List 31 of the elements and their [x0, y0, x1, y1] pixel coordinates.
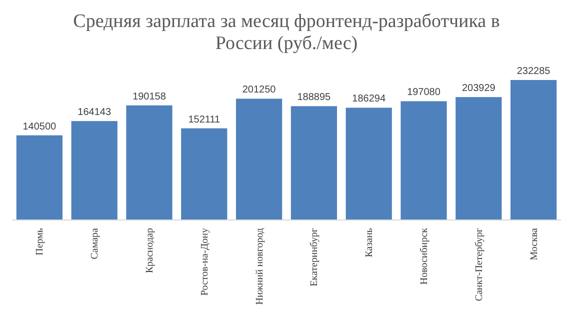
x-tick-label: Пермь — [34, 228, 46, 256]
x-tick-label: Санкт-Петербург — [474, 228, 485, 302]
data-label: 201250 — [242, 84, 276, 96]
data-label: 232285 — [516, 66, 551, 77]
data-label: 186294 — [352, 94, 386, 105]
bar — [71, 121, 118, 220]
data-label: 188895 — [297, 92, 332, 104]
bar — [16, 135, 63, 220]
data-label: 164143 — [78, 107, 112, 118]
x-tick-label: Екатеринбург — [309, 228, 320, 286]
x-tick-label: Новосибирск — [418, 228, 430, 285]
x-tick-label: Москва — [528, 227, 540, 260]
data-label: 190158 — [132, 91, 166, 102]
bar — [236, 98, 282, 220]
bar — [290, 106, 338, 220]
x-tick-label: Казань — [364, 228, 376, 258]
bar — [181, 128, 228, 220]
x-tick-label: Краснодар — [144, 228, 156, 274]
data-label: 203929 — [462, 83, 496, 94]
x-tick-label: Ростов-на-Дону — [199, 228, 210, 296]
bar — [400, 101, 447, 220]
bar — [346, 108, 392, 220]
x-tick-label: Нижний новгород — [254, 228, 266, 305]
bar — [126, 105, 172, 220]
data-label: 140500 — [22, 121, 57, 132]
data-label: 197080 — [407, 87, 441, 98]
data-label: 152111 — [188, 114, 221, 126]
bar — [510, 80, 557, 220]
x-tick-label: Самара — [90, 227, 101, 260]
chart-title: Средняя зарплата за месяц фронтенд-разработчика в России (руб./мес) — [73, 11, 500, 54]
bar — [456, 97, 502, 220]
